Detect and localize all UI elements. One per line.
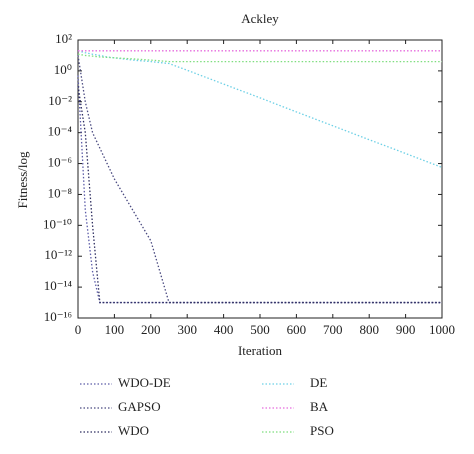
x-tick-label: 400 bbox=[214, 322, 234, 337]
x-tick-label: 100 bbox=[105, 322, 125, 337]
y-tick-label: 10⁻⁴ bbox=[48, 124, 73, 139]
series-line bbox=[77, 86, 442, 304]
x-tick-label: 300 bbox=[177, 322, 197, 337]
y-tick-label: 10² bbox=[55, 31, 72, 46]
x-axis-label: Iteration bbox=[238, 343, 283, 358]
legend-label: PSO bbox=[310, 423, 334, 438]
y-tick-label: 10⁻⁸ bbox=[48, 185, 73, 200]
y-tick-label: 10⁻¹⁶ bbox=[44, 309, 72, 324]
series-line bbox=[77, 50, 443, 169]
x-tick-label: 700 bbox=[323, 322, 343, 337]
legend-label: WDO bbox=[118, 423, 149, 438]
series-line bbox=[77, 75, 442, 304]
legend-label: WDO-DE bbox=[118, 375, 171, 390]
legend-label: GAPSO bbox=[118, 399, 161, 414]
x-tick-label: 800 bbox=[359, 322, 379, 337]
y-tick-label: 10⁻¹² bbox=[44, 247, 72, 262]
x-tick-label: 500 bbox=[250, 322, 270, 337]
x-tick-label: 1000 bbox=[429, 322, 455, 337]
series-line bbox=[77, 55, 442, 304]
legend-label: DE bbox=[310, 375, 327, 390]
series-line bbox=[77, 53, 442, 63]
x-tick-label: 900 bbox=[396, 322, 416, 337]
legend-label: BA bbox=[310, 399, 329, 414]
plot-frame bbox=[77, 39, 443, 319]
x-tick-label: 600 bbox=[287, 322, 307, 337]
y-tick-label: 10⁻² bbox=[48, 93, 72, 108]
y-tick-label: 10⁻¹⁰ bbox=[43, 216, 72, 231]
y-tick-label: 10⁻¹⁴ bbox=[44, 278, 73, 293]
x-tick-label: 0 bbox=[75, 322, 82, 337]
x-tick-label: 200 bbox=[141, 322, 161, 337]
y-tick-label: 10⁻⁶ bbox=[48, 155, 72, 170]
chart-title: Ackley bbox=[241, 11, 279, 26]
y-axis-label: Fitness/log bbox=[15, 151, 30, 209]
y-tick-label: 10⁰ bbox=[54, 62, 72, 77]
